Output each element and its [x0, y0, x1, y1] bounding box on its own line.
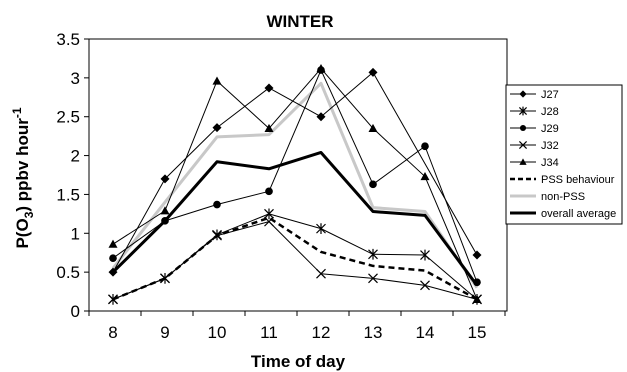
y-axis: 0 0.5 1 1.5 2 2.5 3 3.5: [56, 30, 89, 321]
data-point: [160, 174, 170, 184]
y-tick-label: 1: [71, 224, 80, 243]
legend-item: J28: [510, 106, 559, 118]
data-point: [472, 250, 482, 260]
data-point: [369, 180, 377, 189]
y-tick-label: 2: [71, 147, 80, 166]
legend-marker: [519, 124, 527, 132]
data-point: [316, 223, 326, 235]
series-layer: [108, 64, 482, 305]
data-point: [212, 76, 222, 85]
series-line: [112, 69, 478, 283]
legend-item: PSS behaviour: [510, 174, 615, 186]
y-tick-label: 2.5: [56, 108, 80, 127]
data-point: [265, 187, 273, 196]
x-tick-label: 12: [312, 323, 331, 342]
legend-item: J29: [510, 123, 559, 135]
x-tick-label: 11: [260, 323, 278, 342]
x-axis-title: Time of day: [251, 352, 346, 371]
legend-box: [505, 84, 623, 225]
y-axis-title-mid: ) ppbv hour: [13, 118, 32, 212]
legend-marker: [519, 158, 527, 165]
data-point: [420, 249, 430, 261]
data-point: [368, 67, 378, 77]
y-tick-label: 3: [71, 69, 80, 88]
y-tick-label: 0: [71, 302, 80, 321]
y-tick-label: 1.5: [56, 185, 80, 204]
data-point: [368, 123, 378, 132]
legend-marker: [518, 140, 528, 150]
legend-label: PSS behaviour: [541, 174, 615, 186]
y-tick-label: 3.5: [56, 30, 80, 49]
legend-marker: [519, 90, 527, 98]
data-point: [264, 83, 274, 93]
legend-item: overall average: [510, 208, 616, 220]
data-point: [109, 254, 117, 262]
legend-item: J34: [510, 157, 559, 169]
y-axis-title-main: P(O: [13, 218, 32, 248]
x-tick-label: 15: [468, 323, 487, 342]
y-axis-title: P(O3) ppbv hour-1: [10, 107, 36, 248]
legend-label: J29: [541, 123, 559, 135]
legend-item: J32: [510, 140, 559, 152]
legend-item: non-PSS: [510, 191, 585, 203]
x-tick-label: 13: [364, 323, 383, 342]
x-tick-label: 14: [416, 323, 435, 342]
data-point: [368, 248, 378, 260]
data-point: [160, 206, 170, 215]
x-axis: 8 9 10 11 12 13 14 15: [88, 311, 506, 342]
legend-marker: [518, 106, 528, 116]
data-point: [108, 294, 118, 305]
y-tick-label: 0.5: [56, 263, 80, 282]
chart-title: WINTER: [266, 12, 333, 31]
legend-label: J27: [541, 89, 559, 101]
x-tick-label: 9: [160, 323, 169, 342]
data-point: [316, 268, 326, 279]
legend: J27 J28 J29 J32 J34 PSS behaviour non-PSS overa…: [510, 89, 616, 220]
series-j34: [108, 64, 482, 303]
data-point: [108, 239, 118, 248]
legend-label: J34: [541, 157, 559, 169]
data-point: [213, 200, 221, 209]
legend-label: non-PSS: [541, 191, 585, 203]
data-point: [316, 112, 326, 122]
series-overall-average: [111, 150, 479, 287]
data-point: [421, 142, 429, 151]
data-point: [212, 123, 222, 133]
series-line: [112, 68, 478, 300]
series-line: [111, 150, 479, 287]
legend-label: J32: [541, 140, 559, 152]
x-tick-label: 8: [108, 323, 117, 342]
data-point: [420, 172, 430, 181]
legend-label: J28: [541, 106, 559, 118]
data-point: [420, 280, 430, 291]
legend-item: J27: [510, 89, 559, 101]
data-point: [264, 208, 274, 220]
data-point: [316, 64, 326, 73]
data-point: [368, 273, 378, 284]
series-line: [111, 81, 479, 289]
y-axis-title-sub: 3: [22, 211, 36, 218]
series-j32: [108, 216, 482, 305]
y-axis-title-sup: -1: [10, 107, 24, 118]
series-line: [112, 221, 478, 300]
legend-label: overall average: [541, 208, 616, 220]
data-point: [264, 123, 274, 132]
x-tick-label: 10: [208, 323, 227, 342]
series-non-pss: [111, 81, 479, 289]
